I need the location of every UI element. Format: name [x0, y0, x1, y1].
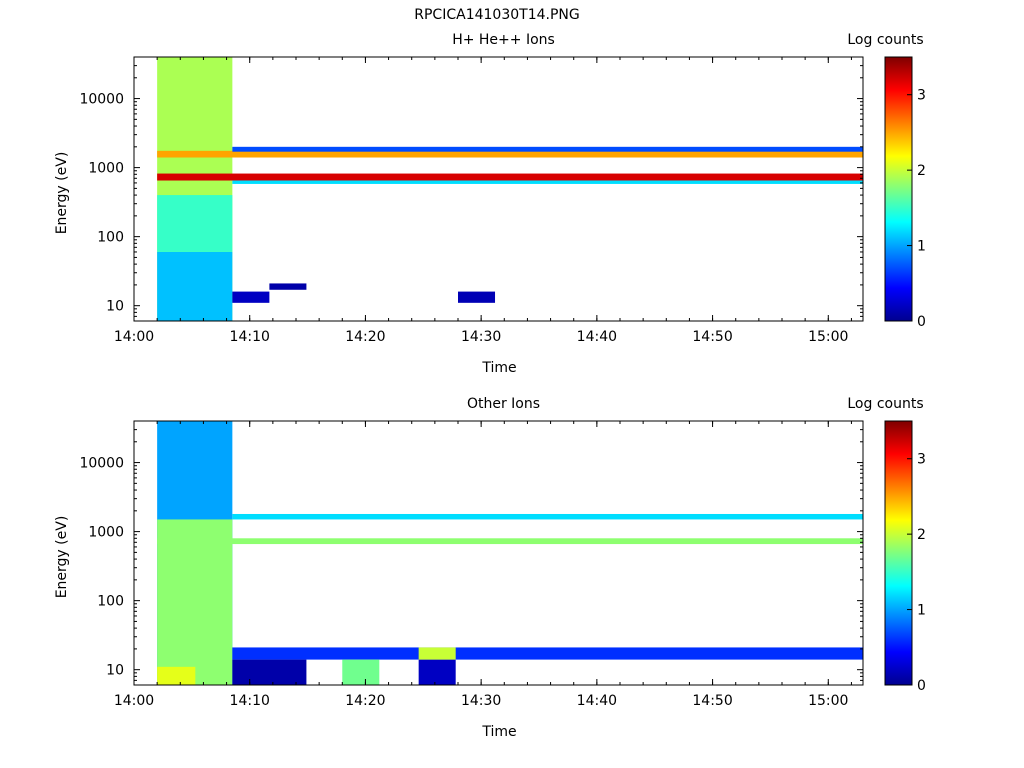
y-tick-label: 10 [106, 299, 124, 315]
colorbar-tick-label: 1 [917, 239, 926, 255]
heatmap-cell [232, 659, 307, 685]
heatmap-cell [232, 146, 863, 152]
heatmap-cell [232, 513, 863, 520]
colorbar [884, 56, 913, 322]
colorbar-label: Log counts [847, 396, 923, 412]
x-tick-label: 14:50 [692, 329, 732, 345]
colorbar-tick-label: 0 [917, 678, 926, 694]
x-axis-label: Time [481, 360, 516, 376]
colorbar-tick-label: 2 [917, 527, 926, 543]
y-tick-label: 1000 [88, 161, 124, 177]
plot-frame [133, 420, 864, 686]
panel-title: H+ He++ Ions [452, 32, 555, 48]
x-tick-label: 14:10 [230, 693, 270, 709]
plot-area [134, 57, 863, 321]
y-tick-label: 10 [106, 663, 124, 679]
heatmap-cell [458, 291, 496, 303]
heatmap-cell [157, 519, 233, 685]
heatmap-cell [157, 666, 196, 685]
y-axis-label: Energy (eV) [54, 516, 70, 599]
heatmap-cell [418, 647, 456, 660]
plot-area [134, 421, 863, 685]
colorbar-tick-label: 3 [917, 452, 926, 468]
heatmap-cell [342, 659, 380, 685]
heatmap-cell [157, 538, 863, 545]
heatmap-cell [157, 251, 233, 321]
colorbar-tick-label: 3 [917, 88, 926, 104]
heatmap-cell [232, 647, 863, 660]
heatmap-cell [157, 150, 863, 158]
colorbar-tick-label: 2 [917, 163, 926, 179]
colorbar-tick-label: 0 [917, 314, 926, 330]
x-tick-label: 14:00 [114, 329, 154, 345]
plot-frame [133, 56, 864, 322]
x-axis-label: Time [481, 724, 516, 740]
x-tick-label: 14:40 [577, 329, 617, 345]
y-tick-label: 1000 [88, 525, 124, 541]
heatmap-cells [157, 57, 863, 321]
x-tick-label: 14:50 [692, 693, 732, 709]
x-tick-label: 14:20 [345, 693, 385, 709]
x-tick-label: 14:30 [461, 329, 501, 345]
x-tick-label: 14:10 [230, 329, 270, 345]
y-tick-label: 10000 [79, 92, 124, 108]
panel-h-he-ions: 14:00 14:10 14:20 14:30 14:40 14:50 15:0010100… [54, 32, 926, 376]
colorbar [884, 420, 913, 686]
x-tick-label: 15:00 [808, 693, 848, 709]
colorbar-label: Log counts [847, 32, 923, 48]
heatmap-cell [157, 173, 863, 181]
heatmap-cell [232, 291, 270, 303]
x-tick-label: 14:20 [345, 329, 385, 345]
y-axis-label: Energy (eV) [54, 152, 70, 235]
heatmap-cell [418, 659, 456, 685]
x-tick-label: 14:40 [577, 693, 617, 709]
x-tick-label: 14:00 [114, 693, 154, 709]
heatmap-cell [232, 180, 863, 184]
y-tick-label: 100 [97, 594, 124, 610]
heatmap-cell [157, 195, 233, 252]
colorbar-tick-label: 1 [917, 603, 926, 619]
panel-other-ions: 14:00 14:10 14:20 14:30 14:40 14:50 15:0010100… [54, 396, 926, 740]
x-tick-label: 14:30 [461, 693, 501, 709]
panel-title: Other Ions [467, 396, 540, 412]
y-tick-label: 10000 [79, 456, 124, 472]
heatmap-cell [269, 283, 307, 290]
y-tick-label: 100 [97, 230, 124, 246]
figure-title: RPCICA141030T14.PNG [414, 7, 579, 23]
heatmap-cells [157, 421, 863, 685]
x-tick-label: 15:00 [808, 329, 848, 345]
